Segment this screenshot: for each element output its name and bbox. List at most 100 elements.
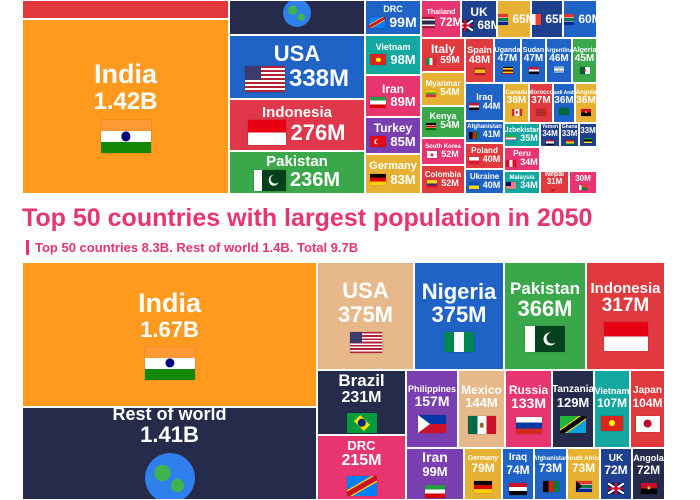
- sudan-flag-icon: [528, 66, 539, 74]
- tile-thailand: Thailand 72M: [421, 0, 461, 38]
- iraq-flag-icon: [509, 482, 527, 495]
- iran-flag-icon: [370, 96, 387, 108]
- iran-flag-icon: [425, 484, 445, 498]
- france-flag-icon: [532, 13, 542, 25]
- tile-uganda: Uganda 47M: [494, 38, 521, 83]
- tile-value: 375M: [431, 302, 487, 327]
- tile-value: 31M: [546, 177, 563, 187]
- tile-value: 1.67B: [140, 316, 199, 342]
- tile-name: Iraq: [508, 452, 528, 464]
- turkey-flag-icon: [370, 136, 387, 148]
- tile-value: 60M: [578, 11, 596, 26]
- canada-flag-icon: [511, 108, 522, 116]
- tile-india: India 1.42B: [22, 19, 229, 194]
- tile-russia: Russia 133M: [505, 370, 552, 448]
- angola-flag-icon: [581, 108, 591, 116]
- algeria-flag-icon: [579, 66, 590, 74]
- tile-tile-1: [229, 0, 365, 35]
- tile-value: 37M: [531, 95, 551, 107]
- tile-angola: Angola 72M: [632, 448, 665, 500]
- tile-value: 104M: [632, 395, 663, 410]
- tile-name: Ukraine: [469, 171, 500, 181]
- pakistan-flag-icon: [253, 169, 286, 191]
- tile-italy: Italy 59M: [421, 38, 465, 72]
- tile-value: 52M: [441, 177, 459, 188]
- tile-value: 338M: [288, 64, 350, 92]
- india-flag-icon: [144, 346, 195, 380]
- tile-name: Ghana: [561, 123, 578, 130]
- germany-flag-icon: [474, 480, 492, 493]
- iraq-flag-icon: [468, 103, 479, 111]
- tile-value: 72M: [604, 463, 628, 478]
- tile-name: Kenya: [429, 111, 457, 122]
- tile-value: 34M: [542, 128, 558, 138]
- southafrica-flag-icon: [498, 13, 509, 25]
- tile-value: 48M: [468, 53, 491, 66]
- tile-name: Myanmar: [425, 78, 461, 88]
- tile-flag-value-row: 89M: [370, 95, 416, 109]
- uk-flag-icon: [462, 19, 474, 31]
- tile-name: Morocco: [529, 90, 553, 97]
- tile-value: 83M: [390, 171, 416, 187]
- tile-name: Philippines: [407, 383, 456, 394]
- tile-value: 40M: [482, 179, 501, 190]
- tile-value: 59M: [440, 55, 460, 67]
- tile-name: Nepal: [544, 171, 565, 179]
- tile-value: 54M: [440, 120, 460, 132]
- tile-name: Algeria: [572, 47, 597, 55]
- nepal-flag-icon: [550, 188, 559, 193]
- tile-flag-value-row: 236M: [253, 169, 340, 191]
- tile-name: Indonesia: [590, 279, 661, 297]
- tile-name: Iraq: [476, 91, 493, 102]
- tile-value: 41M: [482, 129, 501, 140]
- tile-malaysia: Malaysia 34M: [504, 171, 540, 194]
- tile-value: 276M: [290, 120, 346, 146]
- tile-value: 40M: [482, 154, 501, 165]
- tile-name: Sudan: [522, 47, 545, 55]
- tile-name: South Korea: [425, 143, 461, 150]
- tile-flag-value-row: 59M: [426, 55, 460, 67]
- tile-iran: Iran 89M: [365, 75, 421, 117]
- tile-uk: UK 72M: [600, 448, 632, 500]
- tile-value: 99M: [422, 464, 448, 480]
- tile-tile-15: 60M: [563, 0, 597, 38]
- tile-value: 47M: [497, 53, 518, 65]
- tile-value: 68M: [477, 18, 496, 32]
- chart-subtitle: Top 50 countries 8.3B. Rest of world 1.4…: [26, 240, 358, 255]
- tile-canada: Canada 38M: [504, 83, 529, 123]
- tile-name: Thailand: [426, 9, 456, 17]
- tile-nepal: Nepal 31M: [540, 171, 569, 194]
- tile-value: 65M: [545, 11, 562, 26]
- poland-flag-icon: [468, 156, 479, 164]
- tile-value: 38M: [506, 95, 527, 107]
- tile-value: 72M: [439, 15, 461, 30]
- tile-flag-value-row: 85M: [370, 135, 416, 149]
- tile-name: Angola: [633, 453, 664, 464]
- tile-afghanistan: Afghanistan 73M: [534, 448, 567, 500]
- tile-value: 157M: [414, 393, 450, 410]
- tanzania-flag-icon: [560, 415, 586, 433]
- tile-germany: Germany 83M: [365, 154, 421, 194]
- tile-iraq: Iraq 44M: [465, 83, 504, 121]
- tile-kenya: Kenya 54M: [421, 106, 465, 138]
- tile-value: 36M: [554, 94, 574, 106]
- tile-name: DRC: [383, 4, 403, 15]
- tile-peru: Peru 34M: [504, 147, 540, 171]
- tile-name: USA: [273, 41, 321, 67]
- tile-value: 36M: [576, 95, 596, 107]
- tile-name: India: [137, 288, 201, 319]
- tile-india: India 1.67B: [22, 262, 317, 407]
- indonesia-flag-icon: [603, 322, 648, 352]
- thailand-flag-icon: [422, 17, 436, 29]
- tile-philippines: Philippines 157M: [406, 370, 458, 448]
- tile-name: Uganda: [494, 47, 521, 55]
- tile-flag-value-row: 35M: [506, 133, 538, 143]
- tile-flag-value-row: 34M: [506, 158, 538, 167]
- tile-name: Peru: [513, 149, 531, 159]
- tile-value: 44M: [482, 101, 501, 111]
- tile-name: Indonesia: [261, 103, 332, 121]
- tile-usa: USA 375M: [317, 262, 414, 370]
- usa-flag-icon: [349, 331, 382, 353]
- afghanistan-flag-icon: [542, 480, 559, 492]
- tile-flag-value-row: 52M: [427, 149, 459, 159]
